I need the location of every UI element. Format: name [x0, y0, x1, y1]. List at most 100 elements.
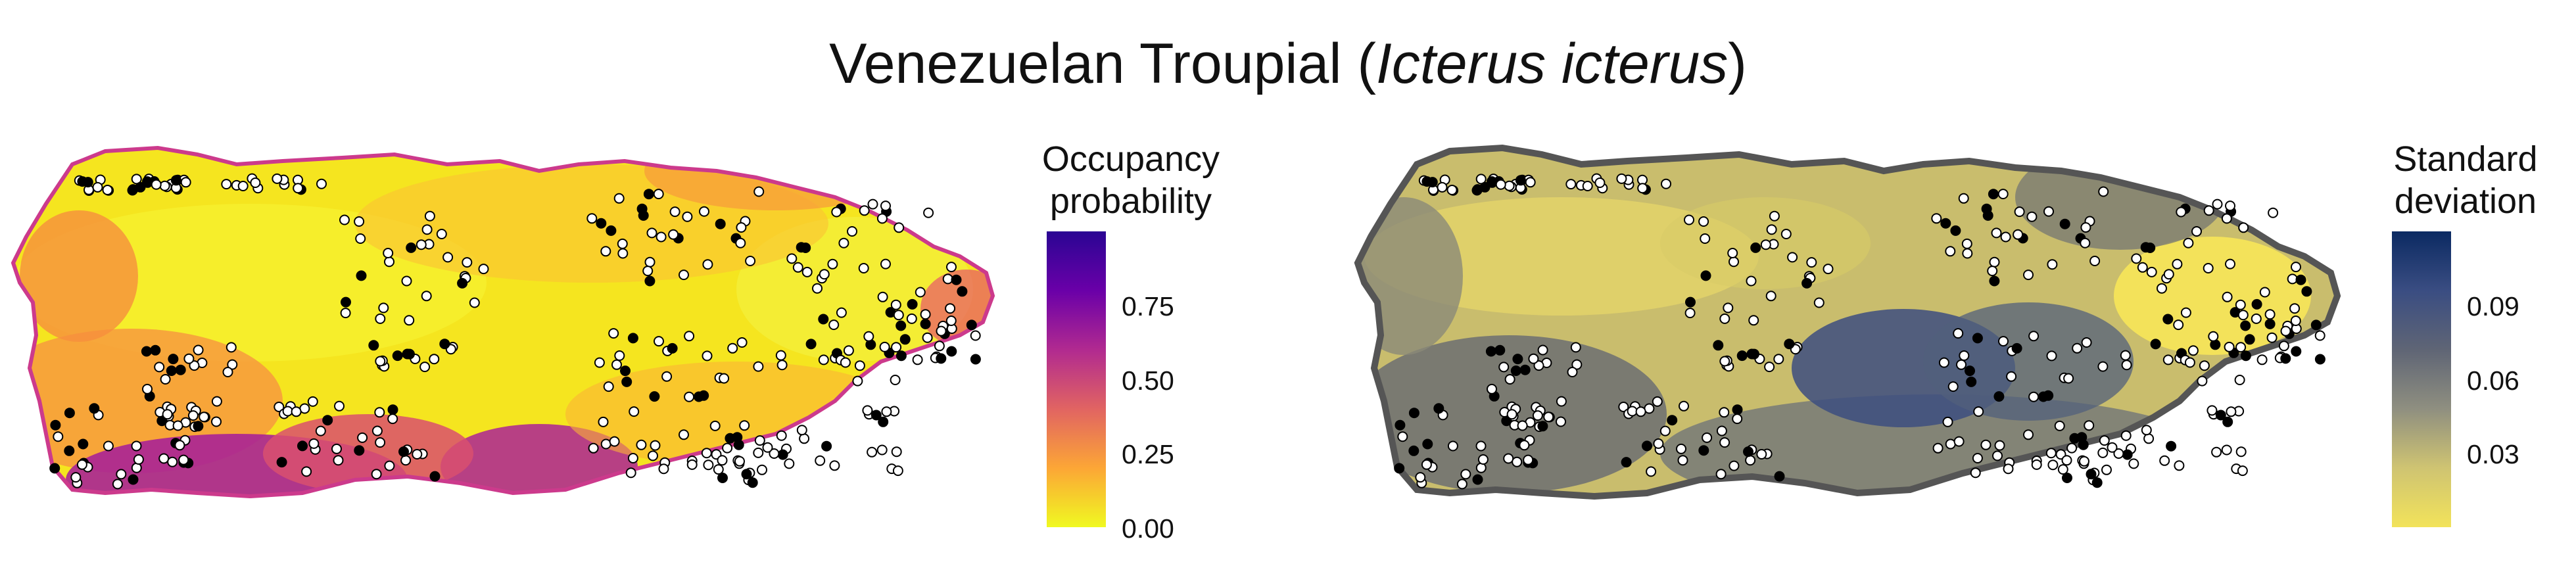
survey-point — [1495, 179, 1506, 190]
survey-point — [2225, 200, 2235, 212]
detection-point — [398, 446, 409, 458]
survey-point — [753, 186, 765, 197]
survey-point — [1989, 256, 2000, 268]
survey-point — [2287, 273, 2298, 285]
detection-point — [1395, 419, 1406, 431]
survey-point — [669, 206, 680, 218]
survey-point — [1765, 291, 1777, 302]
survey-point — [586, 213, 598, 224]
survey-point — [2197, 375, 2208, 387]
survey-point — [838, 237, 849, 248]
survey-point — [1582, 181, 1593, 191]
survey-point — [912, 354, 923, 365]
survey-point — [836, 307, 847, 318]
detection-point — [322, 415, 333, 426]
survey-point — [1475, 462, 1487, 473]
survey-point — [2081, 337, 2092, 348]
survey-point — [792, 262, 803, 273]
survey-point — [383, 248, 394, 258]
survey-point — [1748, 315, 1759, 326]
detection-point — [1479, 181, 1491, 193]
survey-point — [1594, 177, 1606, 188]
survey-point — [2180, 307, 2191, 318]
survey-point — [1637, 183, 1648, 194]
colorbar-gradient — [2392, 231, 2451, 527]
survey-point — [2047, 459, 2059, 471]
detection-point — [1427, 177, 1438, 188]
survey-point — [2026, 211, 2038, 222]
survey-point — [598, 416, 609, 427]
survey-point — [1727, 248, 1738, 258]
survey-point — [1698, 216, 1709, 227]
detection-point — [596, 218, 607, 229]
survey-point — [702, 350, 713, 362]
survey-point — [890, 375, 901, 385]
detection-point — [715, 218, 726, 229]
survey-point — [384, 460, 395, 471]
detection-point — [2301, 286, 2312, 297]
detection-point — [1394, 463, 1405, 474]
survey-point — [734, 456, 745, 467]
survey-point — [1556, 396, 1567, 407]
survey-point — [945, 303, 956, 314]
survey-point — [1987, 266, 1998, 277]
survey-point — [307, 396, 318, 407]
survey-point — [1746, 275, 1757, 287]
sd-tick: 0.06 — [2467, 365, 2519, 396]
survey-point — [877, 291, 888, 302]
survey-point — [1756, 449, 1767, 459]
survey-point — [1679, 400, 1689, 411]
detection-point — [170, 175, 181, 186]
survey-point — [1973, 406, 1984, 417]
survey-point — [76, 459, 87, 470]
survey-point — [1962, 248, 1973, 259]
survey-point — [1719, 356, 1730, 367]
survey-point — [357, 432, 368, 443]
survey-point — [178, 454, 189, 465]
detection-point — [2150, 339, 2161, 350]
survey-point — [1732, 413, 1743, 425]
colorbar-gradient — [1047, 231, 1106, 527]
survey-point — [852, 375, 863, 387]
survey-point — [1677, 455, 1688, 466]
survey-point — [727, 342, 738, 354]
survey-point — [600, 246, 611, 257]
detection-point — [135, 181, 146, 193]
survey-point — [331, 443, 342, 454]
detection-point — [895, 350, 907, 362]
survey-point — [2211, 446, 2222, 458]
survey-point — [1972, 453, 1983, 463]
detection-point — [341, 296, 351, 308]
survey-point — [627, 453, 638, 463]
detection-point — [1774, 471, 1785, 482]
survey-point — [762, 442, 773, 453]
survey-point — [881, 406, 892, 417]
detection-point — [2166, 440, 2177, 452]
survey-point — [92, 181, 103, 193]
survey-point — [2259, 287, 2270, 298]
survey-point — [679, 270, 689, 281]
survey-point — [211, 396, 222, 407]
survey-point — [334, 400, 345, 411]
detection-point — [49, 463, 60, 474]
detection-point — [64, 408, 75, 419]
survey-point — [462, 257, 473, 268]
survey-point — [588, 442, 599, 454]
survey-point — [172, 420, 183, 431]
detection-point — [354, 445, 365, 456]
survey-point — [1970, 467, 1981, 479]
occupancy-tick: 0.50 — [1122, 365, 1174, 396]
survey-point — [436, 229, 447, 239]
survey-point — [1958, 193, 1969, 204]
survey-point — [2235, 299, 2246, 310]
detection-point — [150, 344, 161, 356]
detection-point — [1621, 457, 1632, 468]
detection-point — [1408, 408, 1419, 419]
survey-point — [942, 273, 953, 285]
survey-point — [339, 214, 350, 225]
survey-point — [412, 449, 423, 459]
occupancy-tick: 0.25 — [1122, 439, 1174, 469]
detection-point — [946, 346, 957, 357]
survey-point — [946, 262, 957, 273]
survey-point — [1565, 179, 1577, 190]
